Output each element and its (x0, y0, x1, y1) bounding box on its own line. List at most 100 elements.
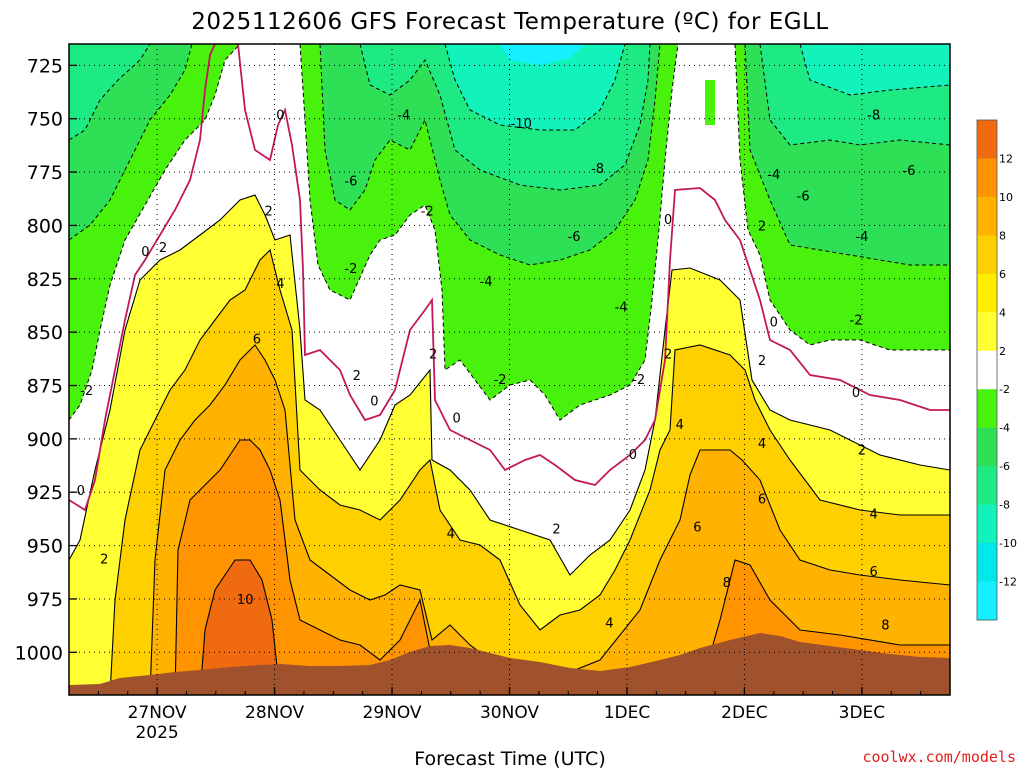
contour-label: -4 (855, 230, 868, 245)
contour-label: 2 (429, 347, 437, 362)
credit-text: coolwx.com/models (862, 748, 1016, 766)
x-tick-label: 3DEC (839, 703, 886, 723)
y-tick-label: 800 (27, 215, 63, 237)
contour-label: 4 (758, 437, 766, 452)
axes: 725750775800825850875900925950975100027N… (15, 55, 951, 743)
contour-minus-2 (69, 44, 950, 421)
x-tick-label: 1DEC (604, 703, 651, 723)
legend-swatch (977, 504, 997, 544)
legend-label: 4 (999, 306, 1006, 319)
contour-label: 0 (452, 412, 460, 427)
contour-label: -2 (344, 262, 357, 277)
contour-label: 2 (758, 219, 766, 234)
legend-swatch (977, 273, 997, 313)
band-minus-12 (500, 44, 585, 65)
contour-label: -8 (867, 108, 880, 123)
x-tick-label: 2DEC (721, 703, 768, 723)
contour-2 (69, 194, 950, 576)
chart-title: 2025112606 GFS Forecast Temperature (ºC)… (191, 9, 828, 35)
y-tick-label: 850 (27, 322, 63, 344)
legend-swatch (977, 543, 997, 583)
contour-label: 4 (447, 527, 455, 542)
contour-label: -2 (80, 384, 93, 399)
contour-label: 2 (552, 523, 560, 538)
band-minus-8 (69, 44, 150, 140)
contour-label: 0 (629, 448, 637, 463)
contour-label: 2 (664, 347, 672, 362)
y-tick-label: 725 (27, 55, 63, 77)
contour-label: 0 (770, 315, 778, 330)
x-tick-label: 27NOV (128, 703, 187, 723)
legend-swatch (977, 196, 997, 236)
contour-label: 0 (852, 386, 860, 401)
contour-label: 0 (141, 245, 149, 260)
contour-label: 6 (693, 520, 701, 535)
contour-label: -4 (767, 168, 780, 183)
contour-10 (199, 559, 281, 695)
contour-label: 0 (664, 213, 672, 228)
band-10 (200, 560, 280, 695)
contour-label: -8 (591, 162, 604, 177)
contour-label: -6 (902, 164, 915, 179)
contour-label: 4 (870, 508, 878, 523)
contour-label: 2 (159, 241, 167, 256)
contour-label: -2 (632, 373, 645, 388)
contour-label: 8 (723, 576, 731, 591)
legend-swatch (977, 235, 997, 275)
x-tick-sublabel: 2025 (135, 723, 178, 743)
contour-label: 6 (253, 333, 261, 348)
contour-label: 2 (758, 354, 766, 369)
legend-label: 10 (999, 191, 1013, 204)
contour-label: 6 (870, 565, 878, 580)
contour-label: -4 (397, 108, 410, 123)
contour-8 (174, 439, 950, 695)
contour-label: 4 (605, 616, 613, 631)
contour-minus-6 (69, 44, 950, 191)
y-tick-label: 775 (27, 162, 63, 184)
contour-label: -2 (421, 204, 434, 219)
contour-label: -6 (568, 230, 581, 245)
contour-4 (109, 248, 950, 695)
legend-label: 6 (999, 268, 1006, 281)
y-tick-label: 875 (27, 376, 63, 398)
contour-label: 2 (265, 204, 273, 219)
contour-label: 0 (370, 394, 378, 409)
contour-labels: 02-20 2246100-6-4-2-220240-2-4-10-8-6-424… (77, 108, 916, 633)
y-tick-label: 1000 (15, 642, 63, 664)
legend-label: -10 (999, 537, 1017, 550)
contour-label: 2 (353, 369, 361, 384)
band-8 (175, 440, 950, 695)
band-minus-10-b (800, 44, 950, 95)
legend-frame (976, 119, 998, 621)
contour-label: 4 (276, 277, 284, 292)
contour-label: 0 (77, 484, 85, 499)
contour-label: -10 (511, 117, 532, 132)
contour-label: 8 (881, 619, 889, 634)
contour-label: -4 (615, 301, 628, 316)
y-tick-label: 900 (27, 429, 63, 451)
y-tick-label: 925 (27, 482, 63, 504)
legend-label: 12 (999, 152, 1013, 165)
color-legend: 12 10 8 6 4 2 -2 -4 -6 -8 -10 -12 (976, 119, 1017, 621)
contour-label: -4 (480, 275, 493, 290)
y-tick-label: 750 (27, 109, 63, 131)
x-tick-label: 29NOV (363, 703, 422, 723)
x-axis-label: Forecast Time (UTC) (414, 748, 605, 768)
legend-label: -4 (999, 422, 1010, 435)
contour-label: 2 (100, 552, 108, 567)
contour-minus-8 (444, 44, 950, 131)
contour-label: -2 (494, 373, 507, 388)
contour-label: -2 (850, 313, 863, 328)
contour-6 (149, 344, 950, 695)
contour-label: 10 (237, 593, 254, 608)
contour-label: 4 (676, 418, 684, 433)
y-tick-label: 975 (27, 589, 63, 611)
zero-isotherm (69, 44, 950, 512)
legend-swatch (977, 427, 997, 467)
y-tick-label: 825 (27, 269, 63, 291)
legend-swatch (977, 350, 997, 390)
legend-swatch (977, 389, 997, 429)
contour-label: -6 (344, 175, 357, 190)
x-tick-label: 30NOV (480, 703, 539, 723)
